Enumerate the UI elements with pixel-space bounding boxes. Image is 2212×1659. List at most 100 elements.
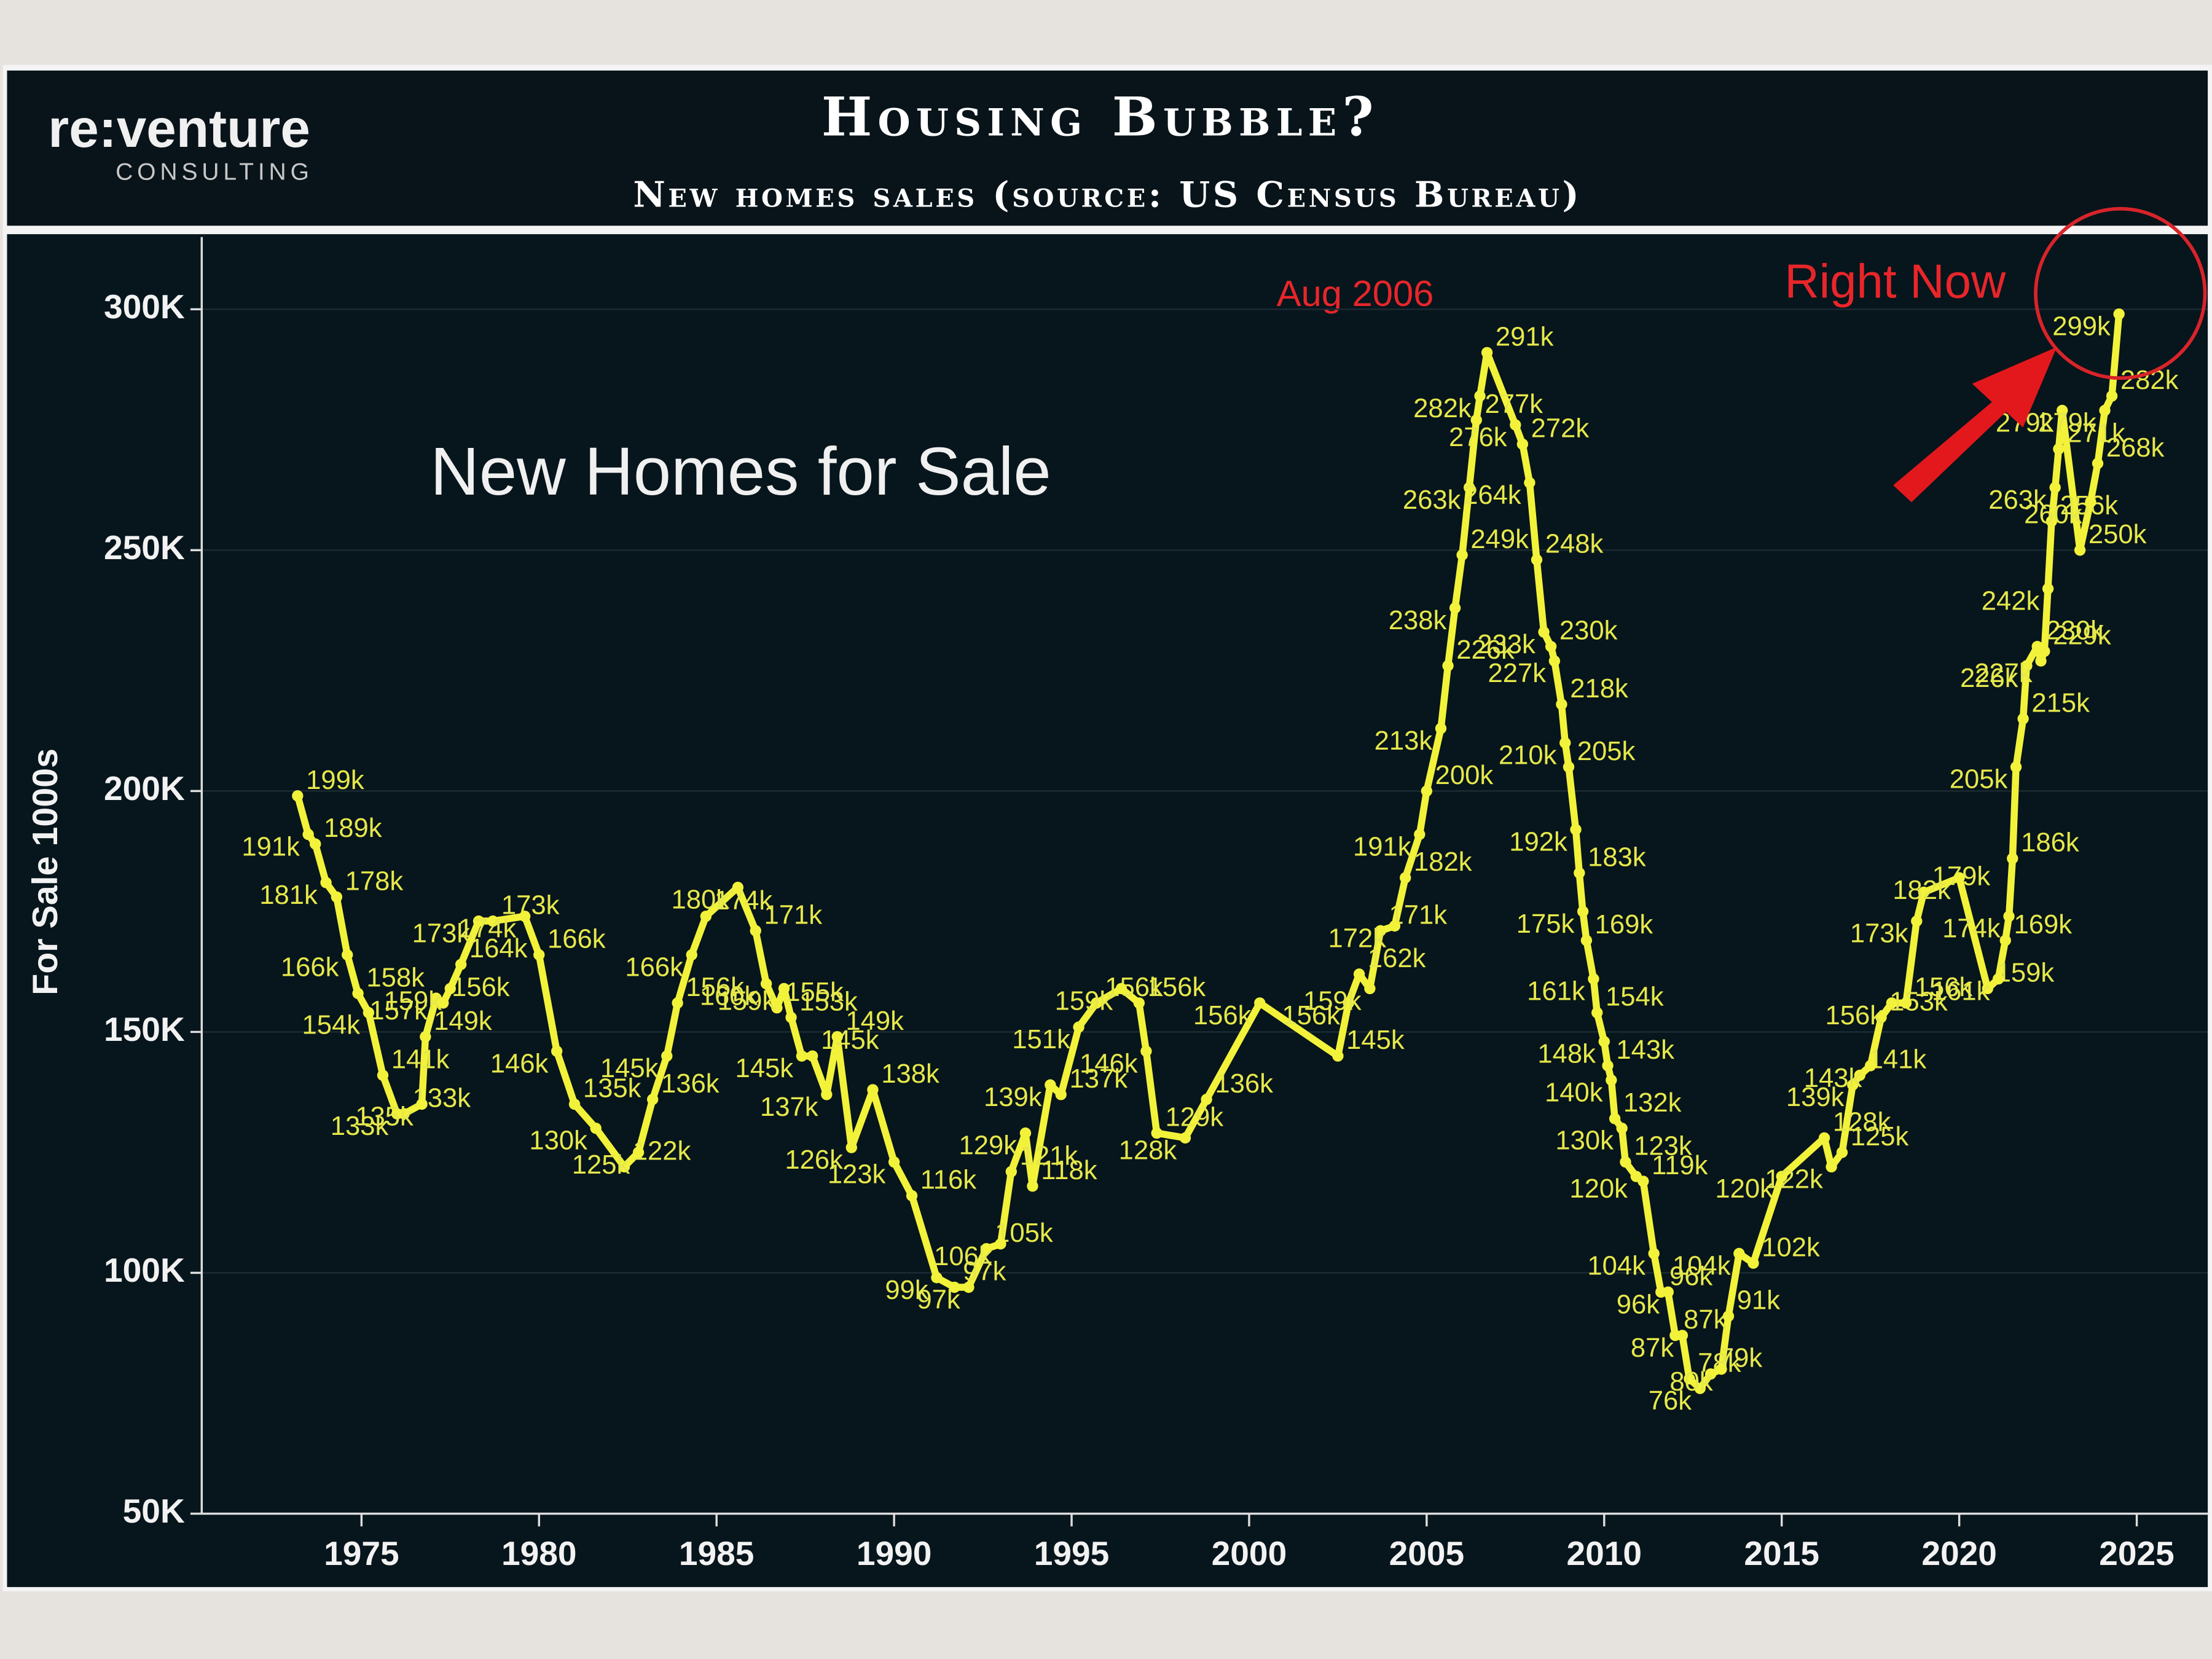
data-label: 238k <box>1389 606 1447 635</box>
data-label: 121k <box>1020 1141 1078 1171</box>
data-label: 229k <box>2053 621 2111 651</box>
point <box>1875 1011 1887 1024</box>
point <box>963 1281 975 1293</box>
data-label: 145k <box>1346 1026 1405 1055</box>
data-label: 139k <box>1786 1083 1845 1112</box>
data-label: 129k <box>1165 1103 1223 1132</box>
point <box>1201 1094 1212 1105</box>
point <box>1606 1074 1617 1086</box>
data-label: 156k <box>1148 973 1206 1002</box>
point <box>487 915 499 927</box>
data-label: 145k <box>821 1026 879 1055</box>
data-label: 166k <box>625 952 683 982</box>
data-label: 97k <box>963 1257 1006 1287</box>
point <box>342 949 353 961</box>
data-label: 276k <box>1449 423 1507 452</box>
data-label: 205k <box>1950 765 2008 794</box>
point <box>1055 1089 1067 1100</box>
point <box>1019 1127 1032 1139</box>
point <box>796 1050 808 1062</box>
y-axis-label: For Sale 1000s <box>26 748 65 995</box>
point <box>1563 761 1575 773</box>
point <box>1045 1079 1056 1091</box>
data-label: 173k <box>501 891 560 920</box>
point <box>1591 1006 1603 1019</box>
data-label: 156k <box>686 973 744 1002</box>
point <box>1481 347 1493 359</box>
data-label: 128k <box>1833 1107 1891 1137</box>
point <box>1864 1060 1877 1072</box>
data-label: 139k <box>984 1083 1042 1112</box>
point <box>1818 1132 1830 1144</box>
point <box>821 1089 833 1100</box>
point <box>906 1190 918 1202</box>
x-tick-label: 1975 <box>324 1534 399 1572</box>
point <box>1577 906 1589 917</box>
x-tick-label: 2020 <box>1921 1534 1997 1572</box>
point <box>1918 886 1930 898</box>
point <box>1722 1310 1735 1322</box>
annotation: New Homes for Sale <box>430 434 1051 509</box>
point <box>519 911 531 922</box>
point <box>1464 482 1475 493</box>
data-label: 156k <box>1825 1001 1883 1030</box>
point <box>1421 785 1433 797</box>
data-label: 250k <box>2088 520 2147 549</box>
point <box>420 1031 431 1043</box>
point <box>1747 1257 1759 1269</box>
data-label: 141k <box>1869 1045 1927 1075</box>
point <box>1449 602 1461 614</box>
data-label: 123k <box>828 1160 886 1190</box>
data-label: 135k <box>355 1102 414 1132</box>
point <box>1886 997 1898 1009</box>
x-tick-label: 2015 <box>1744 1534 1819 1572</box>
point <box>1353 968 1365 980</box>
point <box>455 959 467 970</box>
chart-title: Housing Bubble? <box>822 85 1379 148</box>
point <box>1982 982 1994 995</box>
y-tick-label: 100K <box>104 1251 185 1289</box>
data-label: 164k <box>469 934 528 963</box>
point <box>437 997 449 1009</box>
point <box>1580 935 1593 946</box>
data-label: 116k <box>920 1166 977 1195</box>
data-label: 263k <box>1403 485 1461 515</box>
arrow <box>1893 347 2057 503</box>
data-label: 191k <box>241 832 300 861</box>
data-label: 279k <box>2038 408 2096 437</box>
point <box>1637 1175 1649 1187</box>
data-label: 205k <box>1577 737 1636 766</box>
data-label: 87k <box>1684 1305 1727 1335</box>
data-label: 91k <box>1737 1286 1781 1316</box>
point <box>1442 660 1454 672</box>
point <box>1556 699 1567 710</box>
data-label: 118k <box>1041 1156 1097 1185</box>
x-tick-label: 1995 <box>1034 1534 1110 1572</box>
point <box>1609 1113 1621 1124</box>
point <box>1531 554 1543 566</box>
data-label: 145k <box>735 1054 794 1083</box>
data-label: 99k <box>885 1276 928 1305</box>
data-label: 192k <box>1509 828 1567 857</box>
point <box>981 1243 992 1255</box>
point <box>931 1272 943 1284</box>
data-label: 189k <box>324 814 382 843</box>
point <box>2106 390 2118 402</box>
point <box>1704 1368 1717 1380</box>
point <box>700 911 712 922</box>
point <box>2092 458 2104 469</box>
point <box>2003 911 2015 922</box>
point <box>310 838 321 850</box>
point <box>1456 549 1468 561</box>
data-label: 169k <box>2014 910 2073 939</box>
point <box>732 882 744 893</box>
point <box>1911 915 1923 927</box>
data-label: 96k <box>1669 1261 1713 1291</box>
data-label: 159k <box>1303 986 1362 1016</box>
point <box>2039 645 2050 657</box>
data-label: 148k <box>1537 1040 1596 1069</box>
data-label: 171k <box>764 900 823 930</box>
data-label: 123k <box>1634 1132 1692 1161</box>
